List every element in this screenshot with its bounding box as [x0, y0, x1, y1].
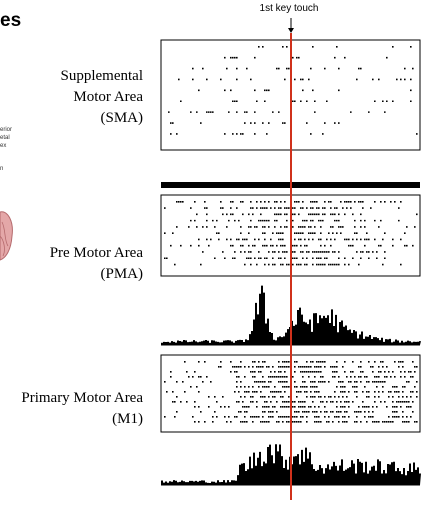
area-label: (SMA)	[100, 110, 143, 126]
spike-row	[164, 257, 386, 259]
spike-row	[184, 361, 414, 363]
spike-row	[190, 386, 416, 388]
area-label: Motor Area	[73, 89, 143, 105]
spike-row	[194, 406, 412, 408]
spike-row	[198, 90, 412, 92]
spike-row	[172, 401, 414, 403]
cropped-caption: erior	[0, 127, 12, 133]
spike-row	[164, 207, 400, 209]
spike-row	[224, 57, 388, 59]
spike-row	[178, 79, 412, 81]
spike-row	[176, 201, 402, 203]
area-label: (M1)	[112, 411, 143, 427]
brain-drawing	[0, 212, 12, 260]
figure: es erior etal ex n 1st key touch Supplem…	[0, 0, 422, 506]
spike-row	[196, 214, 418, 216]
spike-row	[168, 111, 386, 113]
spike-row	[164, 232, 406, 234]
area-label: Pre Motor Area	[50, 245, 144, 261]
spike-row	[170, 371, 416, 373]
spike-row	[194, 421, 418, 423]
spike-row	[176, 226, 416, 228]
area-label: Supplemental	[61, 68, 144, 84]
spike-row	[170, 122, 340, 124]
spike-row	[202, 251, 386, 253]
cropped-caption: n	[0, 166, 3, 172]
marker-arrow-head	[288, 28, 294, 33]
spike-row	[174, 264, 402, 266]
area-label: Primary Motor Area	[21, 390, 143, 406]
cropped-caption: ex	[0, 143, 6, 149]
spike-row	[258, 46, 412, 48]
page: {"header": {"title": "es"}, "side_snippe…	[0, 0, 422, 506]
area-label: (PMA)	[100, 266, 143, 282]
slide-title: es	[0, 10, 21, 31]
spike-row	[170, 133, 418, 135]
spike-row	[192, 68, 414, 70]
spike-row	[164, 416, 412, 418]
spike-row	[176, 396, 418, 398]
marker-label: 1st key touch	[260, 3, 319, 14]
spike-row	[198, 239, 402, 241]
spike-row	[190, 220, 400, 222]
spike-row	[176, 411, 414, 413]
spike-row	[218, 366, 418, 368]
spike-row	[180, 100, 412, 102]
cropped-caption: etal	[0, 135, 10, 141]
